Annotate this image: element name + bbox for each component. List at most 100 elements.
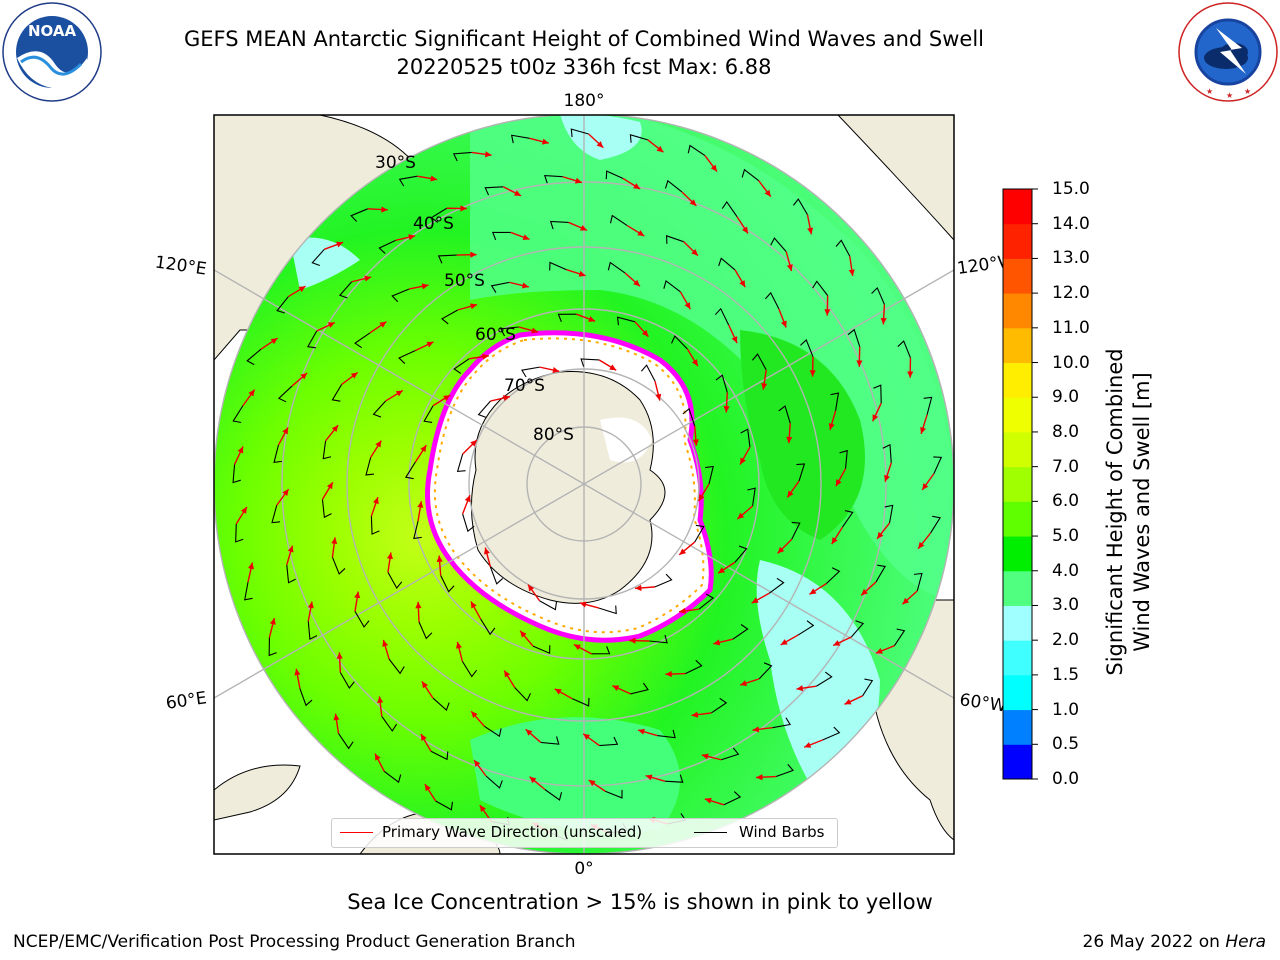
- wind-barb: [271, 505, 281, 524]
- colorbar-tick-label: 15.0: [1052, 179, 1090, 199]
- colorbar-tick-label: 0.5: [1052, 734, 1080, 755]
- wind-barb: [871, 286, 885, 305]
- wind-barb: [893, 628, 906, 646]
- lat-label-60s: 60°S: [475, 325, 516, 345]
- wave-arrow-head: [529, 776, 537, 784]
- wind-barb: [839, 449, 848, 469]
- wind-barb: [521, 366, 540, 378]
- colorbar-segment: [1003, 709, 1032, 745]
- wind-barb: [423, 405, 434, 423]
- wind-barb: [430, 207, 448, 223]
- wave-arrow-head: [484, 151, 492, 158]
- wind-barb: [747, 487, 756, 507]
- colorbar-tick-label: 2.0: [1052, 630, 1080, 651]
- wind-barb: [544, 789, 563, 801]
- lat-label-30s: 30°S: [375, 153, 416, 173]
- svg-text:★: ★: [1206, 87, 1213, 96]
- wind-barb: [307, 621, 318, 640]
- wind-barb: [452, 151, 472, 162]
- wind-barb: [654, 573, 673, 588]
- wave-arrow-head: [824, 309, 831, 316]
- wind-barb: [378, 239, 396, 254]
- wave-arrow-head: [331, 537, 338, 545]
- wave-arrow-head: [807, 227, 814, 235]
- lon-label-0: 0°: [574, 859, 593, 879]
- map-frame: 30°S 40°S 50°S 60°S 70°S 80°S: [213, 114, 955, 855]
- wave-arrow-head: [578, 270, 586, 277]
- wave-arrow-head: [665, 671, 672, 678]
- wind-barb: [897, 340, 911, 359]
- wind-barb: [884, 504, 894, 524]
- wave-arrow-head: [902, 597, 910, 605]
- colorbar-tick-label: 10.0: [1052, 352, 1090, 373]
- wave-arrow-head: [336, 241, 344, 248]
- wave-arrow-head: [270, 338, 278, 345]
- wind-barb: [711, 697, 728, 714]
- wave-arrow-head: [751, 597, 759, 604]
- wind-barb: [721, 747, 740, 761]
- wind-barb: [404, 461, 416, 480]
- wind-barb: [484, 725, 502, 738]
- wind-barb: [398, 175, 418, 187]
- wind-barb: [391, 288, 410, 303]
- chart-title: GEFS MEAN Antarctic Significant Height o…: [183, 27, 985, 51]
- wind-barb: [591, 646, 611, 655]
- wave-arrow-head: [333, 713, 340, 721]
- svg-text:★: ★: [1244, 87, 1251, 96]
- wind-barb: [489, 566, 504, 585]
- nws-logo: ★ ★ ★: [1178, 2, 1278, 102]
- wind-barb: [461, 660, 478, 678]
- wind-barb: [850, 620, 865, 638]
- wave-arrow-head: [645, 774, 653, 781]
- wave-arrow-head: [470, 440, 477, 447]
- wave-arrow-head: [741, 226, 748, 234]
- wave-arrow-head: [684, 302, 691, 310]
- wind-barb: [816, 671, 833, 687]
- sea-ice-note: Sea Ice Concentration > 15% is shown in …: [347, 890, 933, 914]
- wave-arrow-head: [761, 382, 768, 390]
- lat-label-80s: 80°S: [533, 425, 574, 445]
- wind-barb: [694, 524, 705, 543]
- wind-barb: [539, 600, 558, 611]
- wind-barb: [741, 168, 760, 182]
- wave-arrow-head: [609, 364, 617, 371]
- wind-barb: [685, 659, 703, 675]
- colorbar-tick-label: 1.0: [1052, 699, 1080, 720]
- wind-barb: [791, 521, 801, 540]
- wind-barb: [825, 567, 841, 585]
- wind-barb: [758, 662, 773, 680]
- wave-arrow-head: [395, 390, 403, 397]
- wave-arrow-head: [307, 601, 314, 609]
- wave-arrow-head: [655, 393, 662, 401]
- wind-barb: [775, 764, 795, 778]
- wave-arrow-head: [780, 639, 788, 645]
- wave-arrow-head: [691, 359, 698, 367]
- map-legend: Primary Wave Direction (unscaled) Wind B…: [331, 818, 838, 848]
- colorbar-segment: [1003, 536, 1032, 572]
- colorbar-tick-label: 1.5: [1052, 664, 1080, 685]
- wave-arrow-head: [386, 552, 393, 560]
- wind-barb: [772, 717, 791, 729]
- lon-label-60e: 60°E: [165, 688, 208, 713]
- wind-barb: [732, 624, 749, 640]
- wave-arrow-head: [740, 680, 748, 687]
- wave-arrow-head: [282, 427, 289, 435]
- wind-barb: [338, 733, 354, 750]
- colorbar-segment: [1003, 640, 1032, 676]
- colorbar-segment: [1003, 223, 1032, 259]
- wind-barb: [923, 396, 933, 415]
- footer-date: 26 May 2022 on Hera: [1083, 932, 1267, 952]
- wind-barb: [687, 144, 706, 157]
- wave-arrow-head: [522, 234, 530, 241]
- footer-credit: NCEP/EMC/Verification Post Processing Pr…: [13, 932, 576, 952]
- wind-barb: [718, 257, 736, 271]
- wind-barb: [796, 463, 806, 482]
- wave-arrow-head: [718, 567, 726, 574]
- wave-arrow-head: [573, 644, 581, 651]
- wind-barb: [532, 645, 551, 655]
- wind-barb: [432, 697, 450, 712]
- wave-arrow-head: [300, 373, 308, 380]
- wind-barb: [331, 384, 343, 402]
- wind-barb: [500, 326, 519, 337]
- wave-arrow-head: [918, 541, 925, 549]
